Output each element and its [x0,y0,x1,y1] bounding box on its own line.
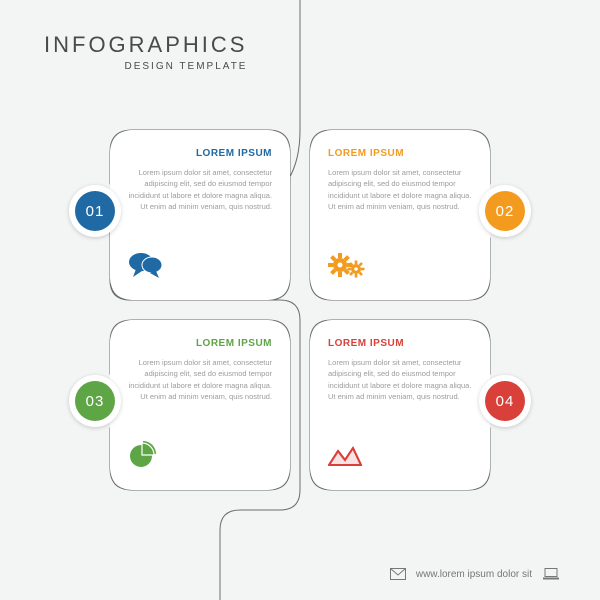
step-badge-01: 01 [69,185,121,237]
gears-icon [328,251,366,284]
envelope-icon [390,568,406,580]
footer: www.lorem ipsum dolor sit [390,568,560,580]
step-card-03: LOREM IPSUM Lorem ipsum dolor sit amet, … [110,320,290,490]
step-number-03: 03 [75,381,115,421]
step-card-01: LOREM IPSUM Lorem ipsum dolor sit amet, … [110,130,290,300]
step-card-02: LOREM IPSUM Lorem ipsum dolor sit amet, … [310,130,490,300]
step-badge-03: 03 [69,375,121,427]
step-number-02: 02 [485,191,525,231]
step-number-04: 04 [485,381,525,421]
chart-line-icon [328,445,362,474]
speech-bubbles-icon [128,251,164,284]
laptop-icon [542,568,560,580]
step-number-01: 01 [75,191,115,231]
step-body-02: Lorem ipsum dolor sit amet, consectetur … [328,167,472,212]
cards-layer: LOREM IPSUM Lorem ipsum dolor sit amet, … [0,0,600,600]
card-outlines [0,0,600,600]
step-body-01: Lorem ipsum dolor sit amet, consectetur … [128,167,272,212]
step-title-04: LOREM IPSUM [328,338,472,349]
pie-chart-icon [128,441,156,474]
step-title-01: LOREM IPSUM [128,148,272,159]
step-title-02: LOREM IPSUM [328,148,472,159]
step-badge-02: 02 [479,185,531,237]
step-title-03: LOREM IPSUM [128,338,272,349]
step-card-04: LOREM IPSUM Lorem ipsum dolor sit amet, … [310,320,490,490]
footer-text: www.lorem ipsum dolor sit [416,569,532,580]
step-body-03: Lorem ipsum dolor sit amet, consectetur … [128,357,272,402]
step-badge-04: 04 [479,375,531,427]
step-body-04: Lorem ipsum dolor sit amet, consectetur … [328,357,472,402]
